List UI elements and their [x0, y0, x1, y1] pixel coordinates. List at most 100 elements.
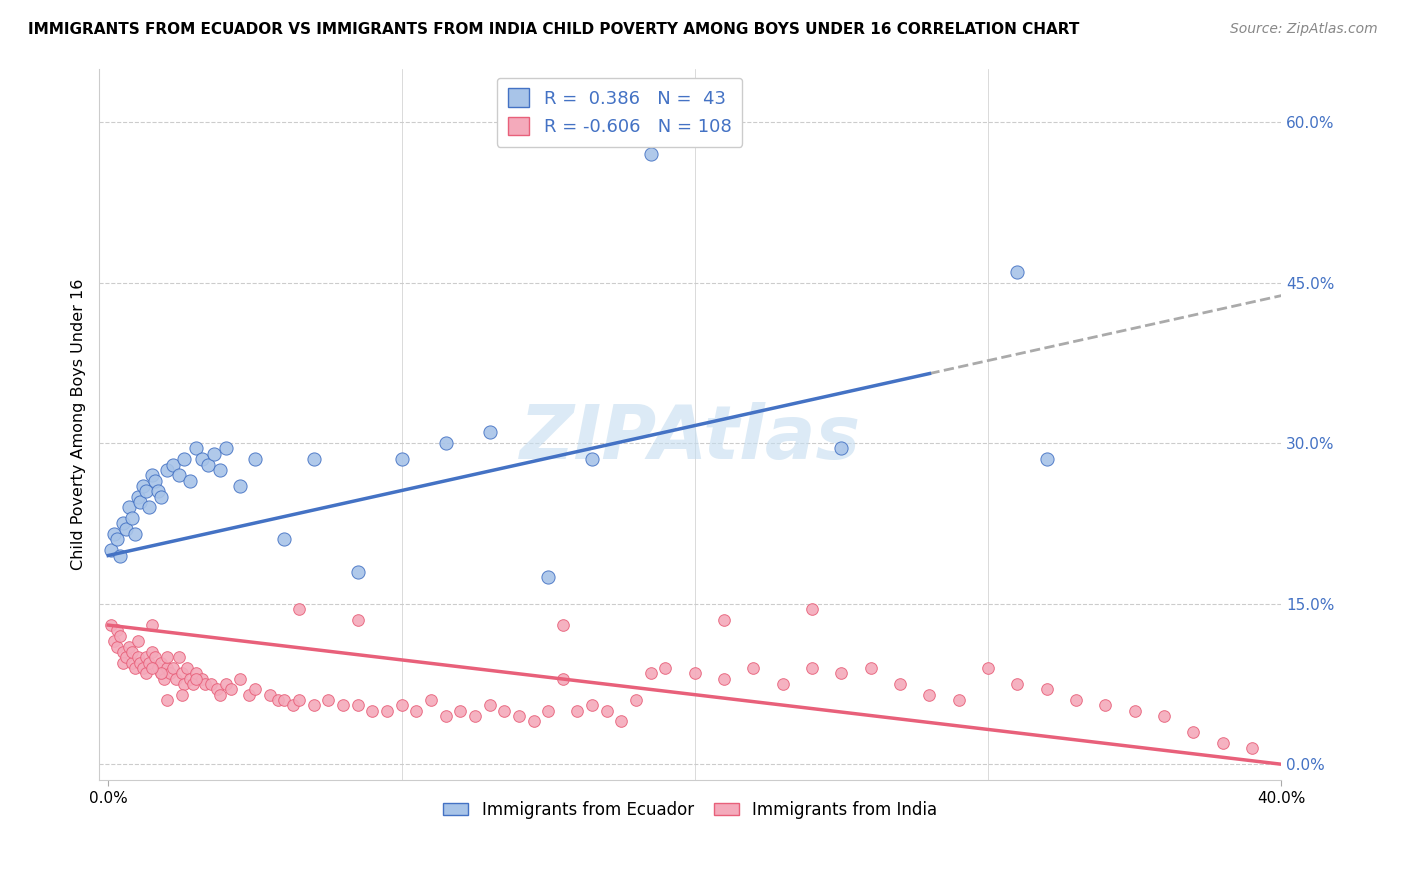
Point — [108, 629, 131, 643]
Point — [208, 463, 231, 477]
Point — [200, 677, 222, 691]
Point — [273, 693, 295, 707]
Point — [156, 693, 179, 707]
Point — [478, 698, 501, 713]
Point — [179, 474, 201, 488]
Point — [346, 698, 368, 713]
Point — [1094, 698, 1116, 713]
Point — [391, 698, 413, 713]
Point — [121, 511, 143, 525]
Point — [186, 666, 208, 681]
Point — [167, 650, 190, 665]
Point — [1153, 709, 1175, 723]
Point — [159, 666, 181, 681]
Point — [464, 709, 486, 723]
Point — [181, 677, 204, 691]
Point — [111, 656, 134, 670]
Point — [156, 661, 179, 675]
Point — [419, 693, 441, 707]
Point — [229, 672, 252, 686]
Point — [1182, 725, 1205, 739]
Point — [243, 682, 266, 697]
Point — [742, 661, 765, 675]
Point — [118, 500, 141, 515]
Point — [121, 645, 143, 659]
Point — [830, 442, 852, 456]
Point — [141, 468, 163, 483]
Legend: Immigrants from Ecuador, Immigrants from India: Immigrants from Ecuador, Immigrants from… — [437, 794, 943, 825]
Point — [918, 688, 941, 702]
Point — [214, 677, 236, 691]
Point — [346, 613, 368, 627]
Point — [551, 672, 574, 686]
Point — [332, 698, 354, 713]
Point — [494, 704, 516, 718]
Point — [194, 677, 217, 691]
Point — [801, 602, 824, 616]
Point — [114, 650, 136, 665]
Point — [170, 666, 193, 681]
Point — [537, 704, 560, 718]
Point — [105, 624, 128, 638]
Point — [391, 452, 413, 467]
Point — [624, 693, 647, 707]
Point — [191, 672, 214, 686]
Point — [830, 666, 852, 681]
Point — [522, 714, 544, 729]
Point — [1241, 741, 1264, 756]
Point — [229, 479, 252, 493]
Point — [186, 442, 208, 456]
Point — [243, 452, 266, 467]
Point — [191, 452, 214, 467]
Point — [167, 468, 190, 483]
Point — [434, 436, 457, 450]
Point — [221, 682, 243, 697]
Point — [141, 661, 163, 675]
Point — [1064, 693, 1087, 707]
Point — [173, 677, 195, 691]
Point — [1123, 704, 1146, 718]
Point — [977, 661, 1000, 675]
Point — [316, 693, 339, 707]
Point — [640, 666, 662, 681]
Point — [114, 522, 136, 536]
Point — [105, 640, 128, 654]
Point — [176, 661, 198, 675]
Point — [238, 688, 260, 702]
Point — [713, 613, 735, 627]
Point — [146, 661, 169, 675]
Point — [153, 672, 176, 686]
Point — [150, 656, 173, 670]
Point — [375, 704, 398, 718]
Point — [156, 463, 179, 477]
Point — [179, 672, 201, 686]
Point — [135, 484, 157, 499]
Point — [121, 656, 143, 670]
Point — [124, 661, 146, 675]
Point — [111, 645, 134, 659]
Point — [205, 682, 228, 697]
Point — [772, 677, 794, 691]
Text: Source: ZipAtlas.com: Source: ZipAtlas.com — [1230, 22, 1378, 37]
Point — [141, 645, 163, 659]
Point — [162, 458, 184, 472]
Point — [100, 618, 122, 632]
Point — [132, 661, 155, 675]
Point — [405, 704, 427, 718]
Point — [208, 688, 231, 702]
Y-axis label: Child Poverty Among Boys Under 16: Child Poverty Among Boys Under 16 — [72, 278, 86, 570]
Point — [143, 650, 166, 665]
Point — [197, 458, 219, 472]
Point — [537, 570, 560, 584]
Point — [150, 490, 173, 504]
Point — [135, 666, 157, 681]
Point — [259, 688, 281, 702]
Point — [127, 490, 149, 504]
Point — [150, 666, 173, 681]
Point — [1212, 736, 1234, 750]
Point — [361, 704, 384, 718]
Point — [129, 656, 152, 670]
Point — [111, 516, 134, 531]
Point — [713, 672, 735, 686]
Point — [162, 661, 184, 675]
